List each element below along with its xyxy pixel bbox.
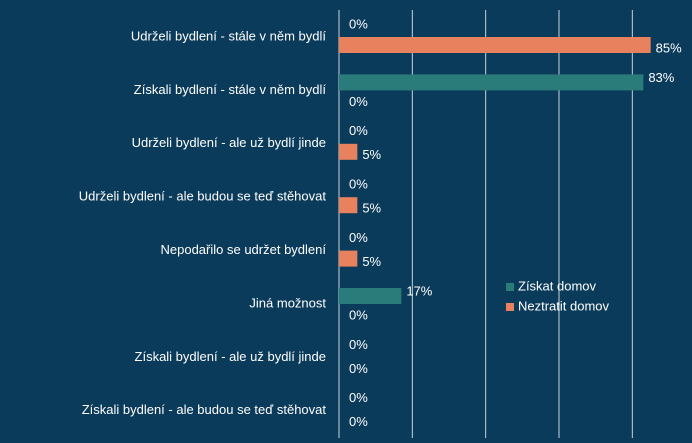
value-label: 0%: [349, 230, 368, 245]
bar: [339, 143, 358, 160]
value-label: 0%: [349, 361, 368, 376]
bar: [339, 250, 358, 267]
value-label: 0%: [349, 16, 368, 31]
category-label: Nepodařilo se udržet bydlení: [161, 242, 327, 257]
category-label: Získali bydlení - ale už bydlí jinde: [135, 349, 326, 364]
value-label: 5%: [362, 201, 381, 216]
category-label: Udrželi bydlení - ale už bydlí jinde: [132, 135, 326, 150]
value-label: 5%: [362, 147, 381, 162]
value-label: 0%: [349, 337, 368, 352]
value-label: 83%: [648, 70, 674, 85]
value-label: 0%: [349, 123, 368, 138]
value-label: 17%: [406, 283, 432, 298]
category-label: Udrželi bydlení - stále v něm bydlí: [131, 28, 326, 43]
value-label: 5%: [362, 254, 381, 269]
bar: [339, 74, 644, 91]
bar: [339, 197, 358, 214]
category-label: Získali bydlení - stále v něm bydlí: [134, 82, 327, 97]
legend-label: Neztratit domov: [518, 298, 610, 313]
legend-swatch: [506, 303, 514, 311]
value-label: 0%: [349, 390, 368, 405]
value-label: 0%: [349, 94, 368, 109]
category-label: Jiná možnost: [249, 295, 326, 310]
legend-label: Získat domov: [518, 278, 597, 293]
bar: [339, 288, 402, 304]
value-label: 85%: [656, 40, 682, 55]
bar: [339, 37, 651, 53]
category-label: Získali bydlení - ale budou se teď stěho…: [82, 402, 327, 417]
value-label: 0%: [349, 414, 368, 429]
value-label: 0%: [349, 307, 368, 322]
category-label: Udrželi bydlení - ale budou se teď stěho…: [79, 189, 327, 204]
value-label: 0%: [349, 177, 368, 192]
legend-swatch: [506, 283, 514, 291]
